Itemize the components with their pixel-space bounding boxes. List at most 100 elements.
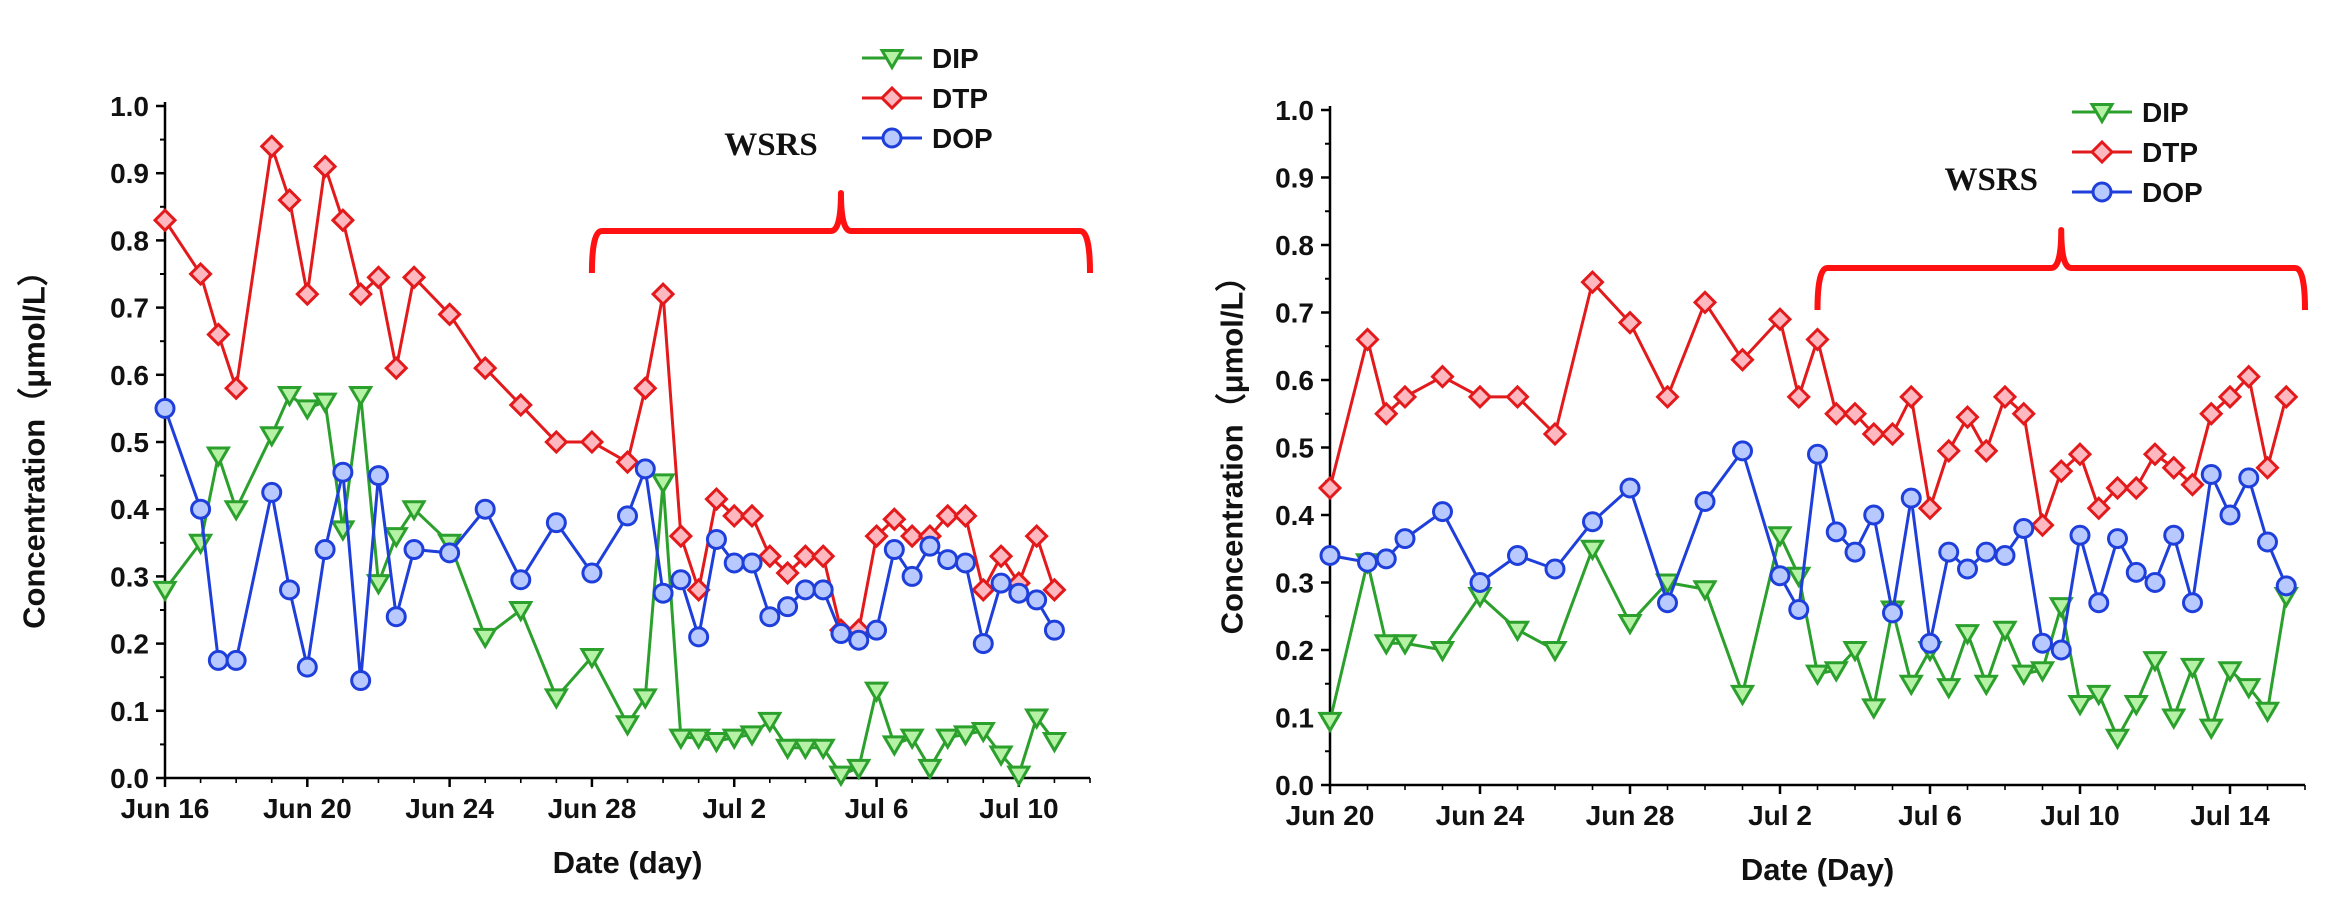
legend-marker <box>881 127 903 149</box>
data-point-dtp <box>1861 421 1886 447</box>
data-point-dop <box>1825 521 1847 543</box>
data-point-dip <box>917 758 943 781</box>
data-point-dop <box>2069 524 2091 546</box>
legend-marker <box>2089 139 2115 165</box>
y-tick-label: 0.6 <box>1275 365 1314 396</box>
legend-marker <box>2091 181 2113 203</box>
data-point-dtp <box>277 187 302 213</box>
data-point-dtp <box>793 544 818 569</box>
data-point-dip <box>579 648 605 670</box>
y-tick-label: 0.7 <box>110 293 149 324</box>
data-point-dip <box>1617 614 1643 636</box>
y-axis-title: Concentration（μmol/L） <box>1215 261 1250 635</box>
data-point-dtp <box>1936 438 1961 463</box>
data-point-dtp <box>473 355 498 381</box>
data-point-dip <box>1898 674 1924 697</box>
data-point-dip <box>348 385 374 408</box>
data-point-dop <box>1432 501 1453 523</box>
y-tick-label: 0.8 <box>110 225 149 256</box>
data-point-dip <box>205 446 231 468</box>
y-tick-label: 1.0 <box>110 91 149 122</box>
legend-item-dtp: DTP <box>862 83 988 114</box>
data-point-dip <box>1542 641 1568 663</box>
data-point-dtp <box>152 208 178 233</box>
data-point-dtp <box>1505 384 1530 409</box>
data-point-dtp <box>2142 442 2168 467</box>
data-point-dtp <box>2236 364 2261 389</box>
data-point-dtp <box>1355 327 1380 352</box>
data-point-dtp <box>1974 438 1999 463</box>
data-point-dip <box>899 728 925 751</box>
data-point-dop <box>367 465 389 487</box>
data-point-dop <box>937 549 959 571</box>
data-point-dop <box>1769 565 1791 587</box>
x-tick-label: Jun 20 <box>1286 800 1375 831</box>
data-point-dip <box>935 728 961 751</box>
x-tick-label: Jul 2 <box>702 793 766 824</box>
data-point-dop <box>1863 504 1885 526</box>
data-point-dtp <box>668 523 693 549</box>
data-point-dop <box>705 528 727 550</box>
data-point-dip <box>223 500 249 522</box>
legend-item-dip: DIP <box>2072 97 2189 128</box>
data-point-dop <box>474 498 496 520</box>
y-tick-label: 0.1 <box>1275 703 1314 734</box>
data-point-dtp <box>1692 290 1718 315</box>
data-point-dop <box>1319 545 1341 566</box>
y-tick-label: 0.2 <box>110 629 149 660</box>
data-point-dip <box>1006 765 1032 788</box>
x-tick-label: Jul 10 <box>2040 800 2119 831</box>
data-point-dtp <box>2030 513 2055 538</box>
data-point-dip <box>294 399 320 421</box>
x-axis-title: Date (day) <box>553 845 703 880</box>
data-point-dop <box>279 579 301 601</box>
data-point-dtp <box>206 322 231 347</box>
data-point-dtp <box>1955 405 1980 430</box>
data-point-dip <box>1804 664 1831 687</box>
data-point-dop <box>901 565 923 587</box>
data-point-dtp <box>1992 384 2018 409</box>
data-point-dtp <box>1042 577 1067 602</box>
data-point-dop <box>2163 524 2185 546</box>
data-point-dop <box>190 498 212 520</box>
data-point-dtp <box>2011 401 2036 426</box>
data-point-dip <box>2029 661 2056 683</box>
legend-label: DIP <box>932 43 979 74</box>
data-point-dip <box>650 473 676 495</box>
data-point-dip <box>2086 684 2112 707</box>
data-point-dip <box>543 688 569 710</box>
data-point-dtp <box>1786 384 1811 409</box>
data-point-dip <box>686 728 712 751</box>
chart-panel-1: 0.0 0.1 0.2 0.3 0.4 0.5 0.6 0.7 0.8 0.9 1.0 Jun 16 J… <box>17 43 1093 880</box>
data-point-dtp <box>330 208 356 233</box>
data-point-dip <box>988 745 1014 767</box>
data-point-dop <box>2125 561 2147 583</box>
data-point-dtp <box>775 560 800 586</box>
x-tick-label: Jul 2 <box>1748 800 1812 831</box>
data-point-dtp <box>739 503 765 529</box>
data-point-dtp <box>2274 384 2299 409</box>
data-point-dip <box>2048 597 2074 619</box>
data-point-dip <box>1317 711 1343 734</box>
series-dip <box>152 385 1068 788</box>
data-point-dop <box>332 461 354 483</box>
legend-label: DOP <box>932 123 993 154</box>
legend-item-dip: DIP <box>862 43 979 74</box>
data-point-dtp <box>2199 401 2224 426</box>
data-point-dop <box>1975 541 1997 563</box>
data-point-dtp <box>224 376 249 401</box>
data-point-dop <box>1043 619 1065 641</box>
legend-marker <box>879 49 905 71</box>
data-point-dop <box>1544 558 1566 580</box>
data-point-dip <box>721 728 747 751</box>
data-point-dip <box>330 520 356 542</box>
data-point-dip <box>1729 684 1756 707</box>
data-point-dop <box>2088 592 2110 614</box>
data-point-dip <box>259 426 285 448</box>
data-point-dop <box>154 397 176 419</box>
data-point-dop <box>848 629 870 651</box>
data-point-dop <box>830 623 852 645</box>
series-dtp <box>1317 270 2299 538</box>
data-point-dip <box>668 728 694 751</box>
